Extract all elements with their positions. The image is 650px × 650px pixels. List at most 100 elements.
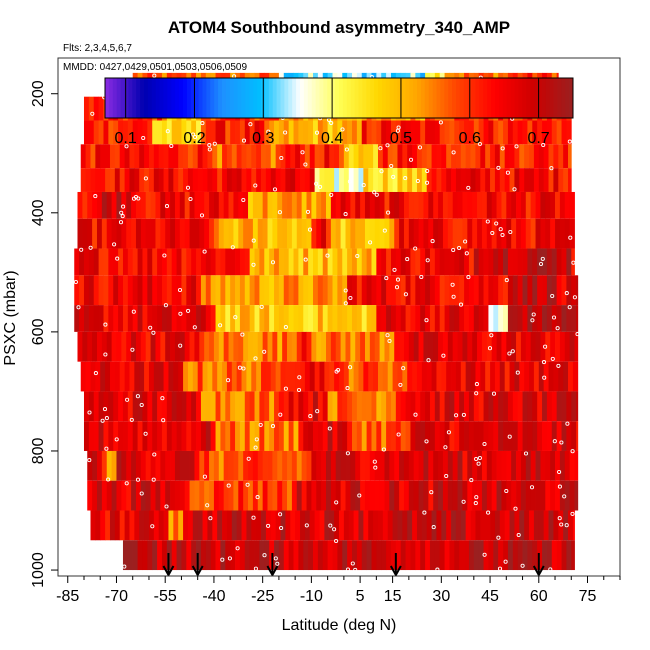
sample-marker	[278, 512, 283, 517]
heatmap-cell	[350, 331, 356, 362]
colorbar-swatch	[151, 78, 157, 118]
heatmap-cell	[485, 144, 491, 169]
heatmap-cell	[444, 305, 450, 332]
heatmap-cell	[574, 450, 579, 481]
colorbar-swatch	[413, 78, 418, 118]
sample-marker	[235, 546, 240, 551]
heatmap-cell	[238, 480, 244, 511]
heatmap-cell	[389, 191, 395, 219]
heatmap-cell	[460, 144, 467, 169]
heatmap-cell	[553, 168, 559, 192]
heatmap-cell	[293, 421, 299, 451]
colorbar-swatch	[483, 78, 488, 118]
sample-marker	[343, 288, 348, 293]
heatmap-cell	[295, 144, 301, 169]
sample-marker	[523, 451, 529, 456]
heatmap-cell	[556, 248, 562, 276]
heatmap-cell	[199, 480, 205, 511]
heatmap-cell	[509, 361, 515, 392]
sample-marker	[403, 176, 408, 181]
sample-marker	[513, 506, 518, 511]
heatmap-cell	[257, 450, 264, 481]
heatmap-cell	[176, 248, 182, 276]
heatmap-cell	[532, 275, 538, 306]
heatmap-cell	[118, 248, 124, 276]
x-tick-label: -85	[56, 588, 79, 605]
heatmap-cell	[421, 144, 428, 169]
heatmap-cell	[429, 391, 436, 422]
heatmap-cell	[194, 191, 200, 219]
heatmap-cell	[405, 305, 411, 332]
heatmap-cell	[337, 391, 343, 422]
heatmap-cell	[525, 218, 532, 249]
heatmap-cell	[516, 480, 522, 511]
heatmap-cell	[353, 168, 359, 192]
heatmap-cell	[272, 218, 278, 249]
sample-marker	[226, 378, 231, 383]
heatmap-cell	[525, 480, 532, 511]
heatmap-cell	[316, 480, 322, 511]
heatmap-cell	[542, 391, 548, 422]
heatmap-cell	[290, 510, 296, 541]
heatmap-cell	[449, 391, 455, 422]
heatmap-cell	[196, 248, 202, 276]
colorbar-swatch	[128, 78, 133, 118]
heatmap-cell	[387, 361, 393, 392]
colorbar-swatch	[163, 78, 168, 118]
sample-marker	[318, 184, 323, 189]
heatmap-cell	[350, 480, 356, 511]
heatmap-cell	[366, 421, 372, 451]
heatmap-cell	[347, 391, 353, 422]
heatmap-cell	[82, 218, 88, 249]
colorbar-swatch	[475, 78, 480, 118]
heatmap-cell	[459, 305, 465, 332]
heatmap-cell	[131, 331, 137, 362]
sample-marker	[571, 260, 576, 265]
pressure-band	[77, 331, 579, 362]
colorbar-tick-label: 0.6	[459, 130, 481, 147]
heatmap-cell	[165, 331, 171, 362]
sample-marker	[408, 157, 414, 162]
heatmap-cell	[402, 144, 408, 169]
heatmap-cell	[394, 191, 400, 219]
heatmap-cell	[283, 248, 290, 276]
heatmap-cell	[436, 144, 442, 169]
sample-marker	[207, 142, 212, 148]
heatmap-cell	[355, 450, 361, 481]
heatmap-cell	[77, 218, 83, 249]
sample-marker	[253, 445, 258, 450]
heatmap-cell	[205, 421, 212, 451]
colorbar-swatch	[541, 78, 547, 118]
heatmap-cell	[267, 191, 273, 219]
heatmap-cell	[239, 421, 246, 451]
pressure-band	[77, 218, 575, 249]
heatmap-cell	[103, 421, 109, 451]
sample-marker	[355, 253, 360, 259]
heatmap-cell	[400, 391, 406, 422]
heatmap-cell	[478, 305, 484, 332]
colorbar-swatch	[218, 78, 223, 118]
heatmap-cell	[457, 480, 463, 511]
heatmap-cell	[467, 480, 473, 511]
heatmap-cell	[306, 191, 312, 219]
x-tick-label: 75	[579, 588, 597, 605]
colorbar-swatch	[323, 78, 328, 118]
heatmap-cell	[530, 218, 536, 249]
heatmap-cell	[485, 168, 491, 192]
heatmap-cell	[165, 191, 171, 219]
heatmap-cell	[309, 510, 316, 541]
heatmap-cell	[87, 331, 93, 362]
heatmap-cell	[483, 248, 489, 276]
heatmap-cell	[267, 218, 273, 249]
heatmap-cell	[473, 275, 480, 306]
heatmap-cell	[363, 168, 369, 192]
sample-marker	[486, 510, 491, 515]
heatmap-cell	[173, 144, 179, 169]
heatmap-cell	[303, 540, 309, 571]
heatmap-cell	[301, 191, 307, 219]
heatmap-cell	[351, 305, 358, 332]
heatmap-cell	[147, 421, 153, 451]
heatmap-cell	[83, 421, 90, 451]
heatmap-cell	[160, 450, 166, 481]
heatmap-cell	[212, 361, 218, 392]
